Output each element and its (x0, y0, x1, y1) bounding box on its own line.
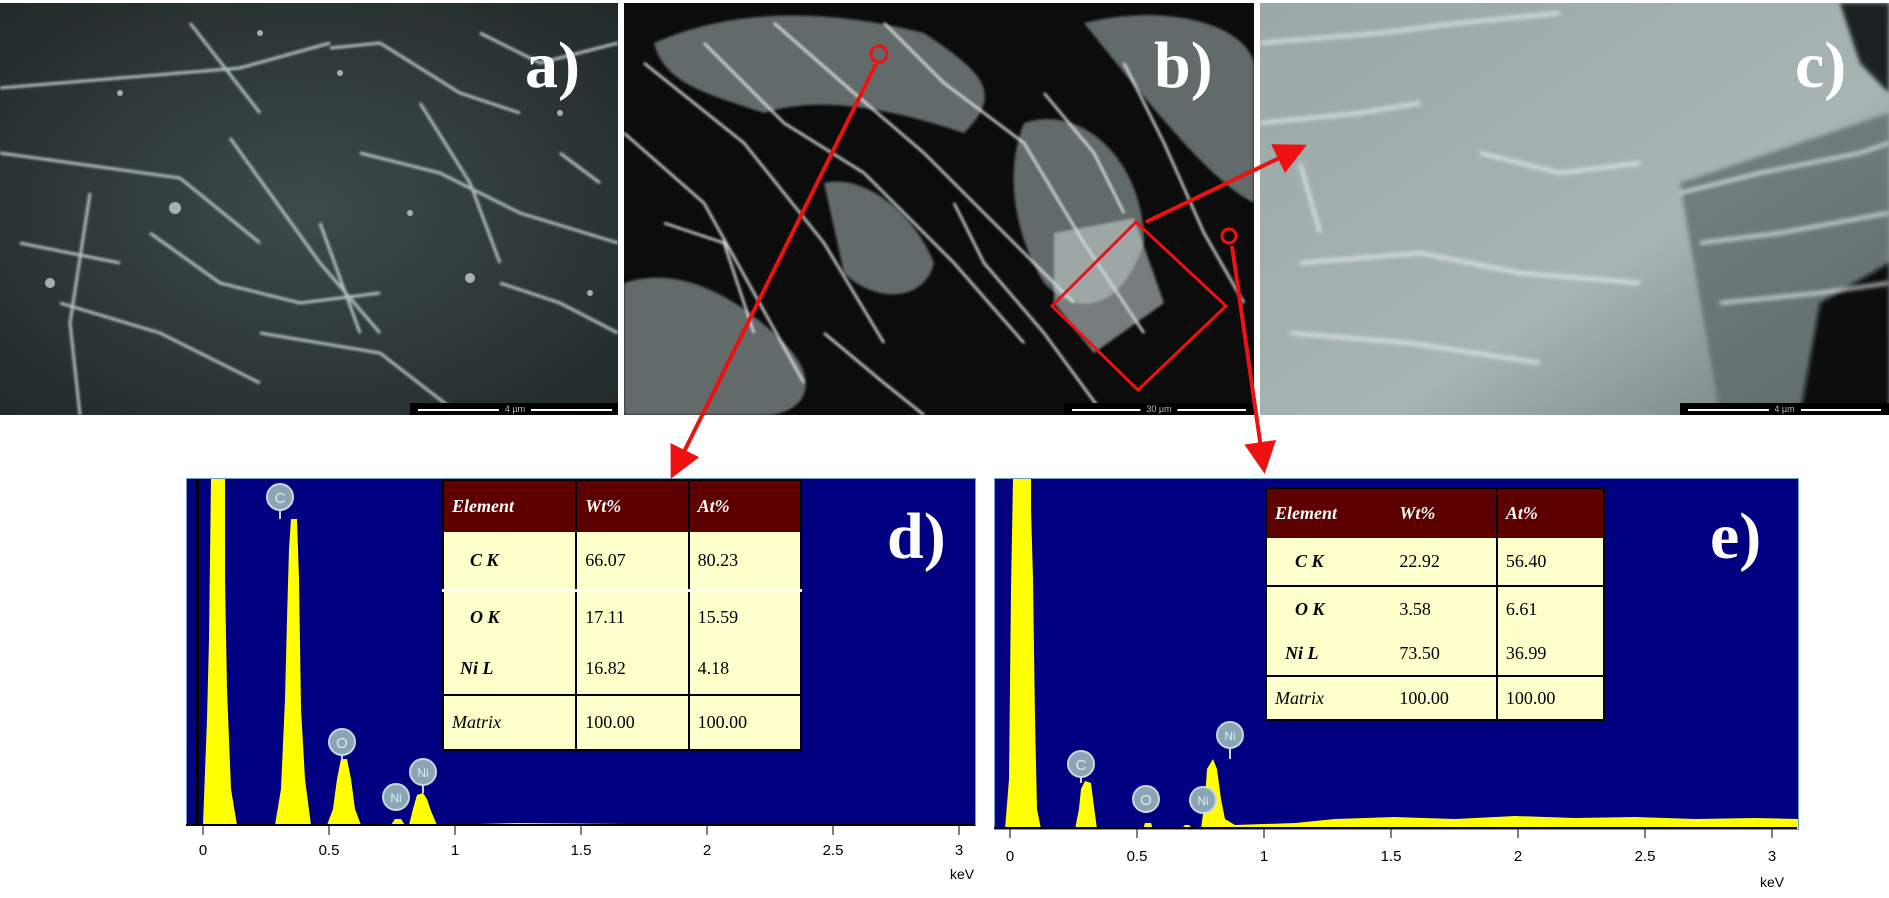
panel-label-e: e) (1710, 500, 1762, 573)
tick-label: 2.5 (822, 842, 844, 859)
x-axis-d-unit: keV (950, 866, 975, 882)
table-row: O K 3.58 6.61 (1266, 586, 1604, 632)
table-row: C K 22.92 56.40 (1266, 538, 1604, 586)
svg-text:Ni: Ni (1224, 729, 1235, 743)
table-header-element: Element (1266, 488, 1392, 538)
element-marker-o: O (328, 728, 356, 761)
table-header-wt: Wt% (1391, 488, 1498, 538)
element-marker-o: O (1132, 785, 1160, 813)
scale-bar-b: 30 µm (1064, 403, 1254, 415)
tick-label: 0.5 (1126, 848, 1148, 865)
eds-spectrum-e: C O Ni Ni Element Wt% At% C K (994, 478, 1799, 830)
element-marker-c: C (266, 483, 294, 519)
element-marker-ni-1: Ni (382, 783, 410, 811)
scale-bar-c: 4 µm (1680, 403, 1889, 415)
table-row: C K 66.07 80.23 (443, 532, 801, 591)
svg-text:O: O (1140, 792, 1152, 809)
table-header-at: At% (1496, 488, 1604, 538)
panel-label-b: b) (1154, 29, 1213, 102)
svg-text:Ni: Ni (417, 766, 428, 780)
spectrum-plot-e: C O Ni Ni (1005, 479, 1798, 829)
table-header-wt: Wt% (576, 480, 690, 532)
tick-label: 1.5 (1380, 848, 1402, 865)
svg-text:O: O (336, 735, 348, 752)
svg-text:C: C (275, 490, 286, 507)
scale-bar-a-text: 4 µm (498, 403, 532, 415)
tick-label: 2.5 (1634, 848, 1656, 865)
sem-panel-c: c) 4 µm (1260, 3, 1889, 415)
tick-label: 3 (954, 842, 964, 859)
scale-bar-b-text: 30 µm (1140, 403, 1178, 415)
svg-text:C: C (1076, 757, 1087, 774)
sem-texture-c (1260, 3, 1889, 415)
tick-label: 2 (702, 842, 712, 859)
tick-label: 0 (1005, 848, 1015, 865)
element-marker-ni-1: Ni (1189, 786, 1217, 814)
table-row: Ni L 73.50 36.99 (1266, 632, 1604, 676)
sem-texture-a (0, 3, 618, 415)
panel-label-d: d) (887, 500, 946, 573)
sem-panel-a: a) 4 µm (0, 3, 618, 415)
x-axis-e-unit: keV (1760, 874, 1785, 890)
svg-text:Ni: Ni (1197, 794, 1208, 808)
tick-label: 0.5 (318, 842, 340, 859)
panel-label-a: a) (525, 29, 580, 102)
tick-label: 3 (1767, 848, 1777, 865)
eds-spectrum-d: C O Ni Ni Element Wt% At% C K (186, 478, 976, 826)
tick-label: 1 (1259, 848, 1269, 865)
element-marker-c: C (1067, 750, 1095, 783)
x-axis-e: 0 0.5 1 1.5 2 2.5 3 (0, 848, 1889, 868)
svg-text:Ni: Ni (390, 791, 401, 805)
panel-label-c: c) (1795, 29, 1847, 102)
x-axis-d: 0 0.5 1 1.5 2 2.5 3 (0, 842, 1000, 862)
composition-table-d: Element Wt% At% C K 66.07 80.23 O K 17.1… (442, 479, 802, 751)
tick-label: 0 (198, 842, 208, 859)
sem-panel-b: b) 30 µm (624, 3, 1254, 415)
tick-label: 1 (450, 842, 460, 859)
table-row: O K 17.11 15.59 (443, 590, 801, 644)
spectrum-plot-d: C O Ni Ni (195, 479, 975, 825)
tick-label: 2 (1513, 848, 1523, 865)
table-row: Matrix 100.00 100.00 (1266, 676, 1604, 720)
element-marker-ni-2: Ni (409, 758, 437, 793)
table-header-element: Element (443, 480, 578, 532)
element-marker-ni-2: Ni (1216, 721, 1244, 759)
composition-table-e: Element Wt% At% C K 22.92 56.40 O K 3.58… (1265, 487, 1605, 721)
table-row: Ni L 16.82 4.18 (443, 643, 801, 696)
table-row: Matrix 100.00 100.00 (443, 695, 801, 750)
scale-bar-c-text: 4 µm (1768, 403, 1801, 415)
scale-bar-a: 4 µm (410, 403, 618, 415)
tick-label: 1.5 (570, 842, 592, 859)
table-header-at: At% (688, 480, 801, 532)
